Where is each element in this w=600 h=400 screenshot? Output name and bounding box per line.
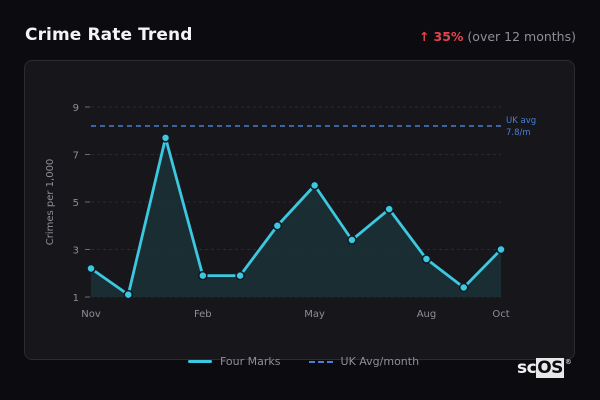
uk-avg-annotation: UK avg (506, 116, 536, 126)
uk-avg-annotation-value: 7.8/m (506, 128, 531, 138)
data-point[interactable] (160, 133, 171, 143)
data-point[interactable] (309, 180, 320, 191)
trend-percent: 35% (433, 29, 464, 44)
y-tick-label: 7 (73, 151, 79, 162)
legend-dashed-line-icon (308, 360, 333, 363)
legend-label: UK Avg/month (340, 355, 420, 368)
trend-summary: ↑ 35% (over 12 months) (419, 29, 576, 44)
data-point[interactable] (347, 235, 357, 245)
legend-label: Four Marks (220, 355, 281, 368)
data-point[interactable] (496, 244, 506, 255)
chart-legend: Four Marks UK Avg/month (188, 355, 439, 368)
trend-up-icon: ↑ (419, 29, 430, 44)
y-axis-label: Crimes per 1,000 (45, 159, 56, 246)
data-point[interactable] (86, 263, 96, 274)
legend-item-uk-avg[interactable]: UK Avg/month (308, 355, 420, 368)
area-fill (91, 137, 501, 297)
scos-logo: scOS ® (517, 358, 572, 378)
legend-item-four-marks[interactable]: Four Marks (188, 355, 281, 368)
series-line (90, 136, 502, 297)
data-point[interactable] (421, 254, 432, 264)
legend-solid-line-icon (188, 360, 212, 363)
y-tick-label: 5 (73, 198, 79, 209)
x-tick-label: May (304, 309, 325, 320)
page-title: Crime Rate Trend (25, 25, 193, 45)
data-point[interactable] (235, 270, 245, 281)
y-tick-label: 1 (73, 293, 79, 304)
x-tick-label: Feb (194, 309, 212, 320)
x-tick-label: Nov (81, 309, 101, 320)
trend-note: (over 12 months) (467, 29, 576, 44)
data-point[interactable] (123, 289, 134, 300)
data-point[interactable] (384, 204, 394, 214)
y-tick-label: 3 (73, 246, 79, 257)
data-point[interactable] (272, 221, 283, 231)
x-tick-label: Oct (492, 309, 509, 320)
y-tick-label: 9 (73, 103, 79, 114)
data-point[interactable] (458, 282, 469, 293)
data-point[interactable] (198, 270, 208, 281)
x-tick-label: Aug (417, 309, 437, 320)
